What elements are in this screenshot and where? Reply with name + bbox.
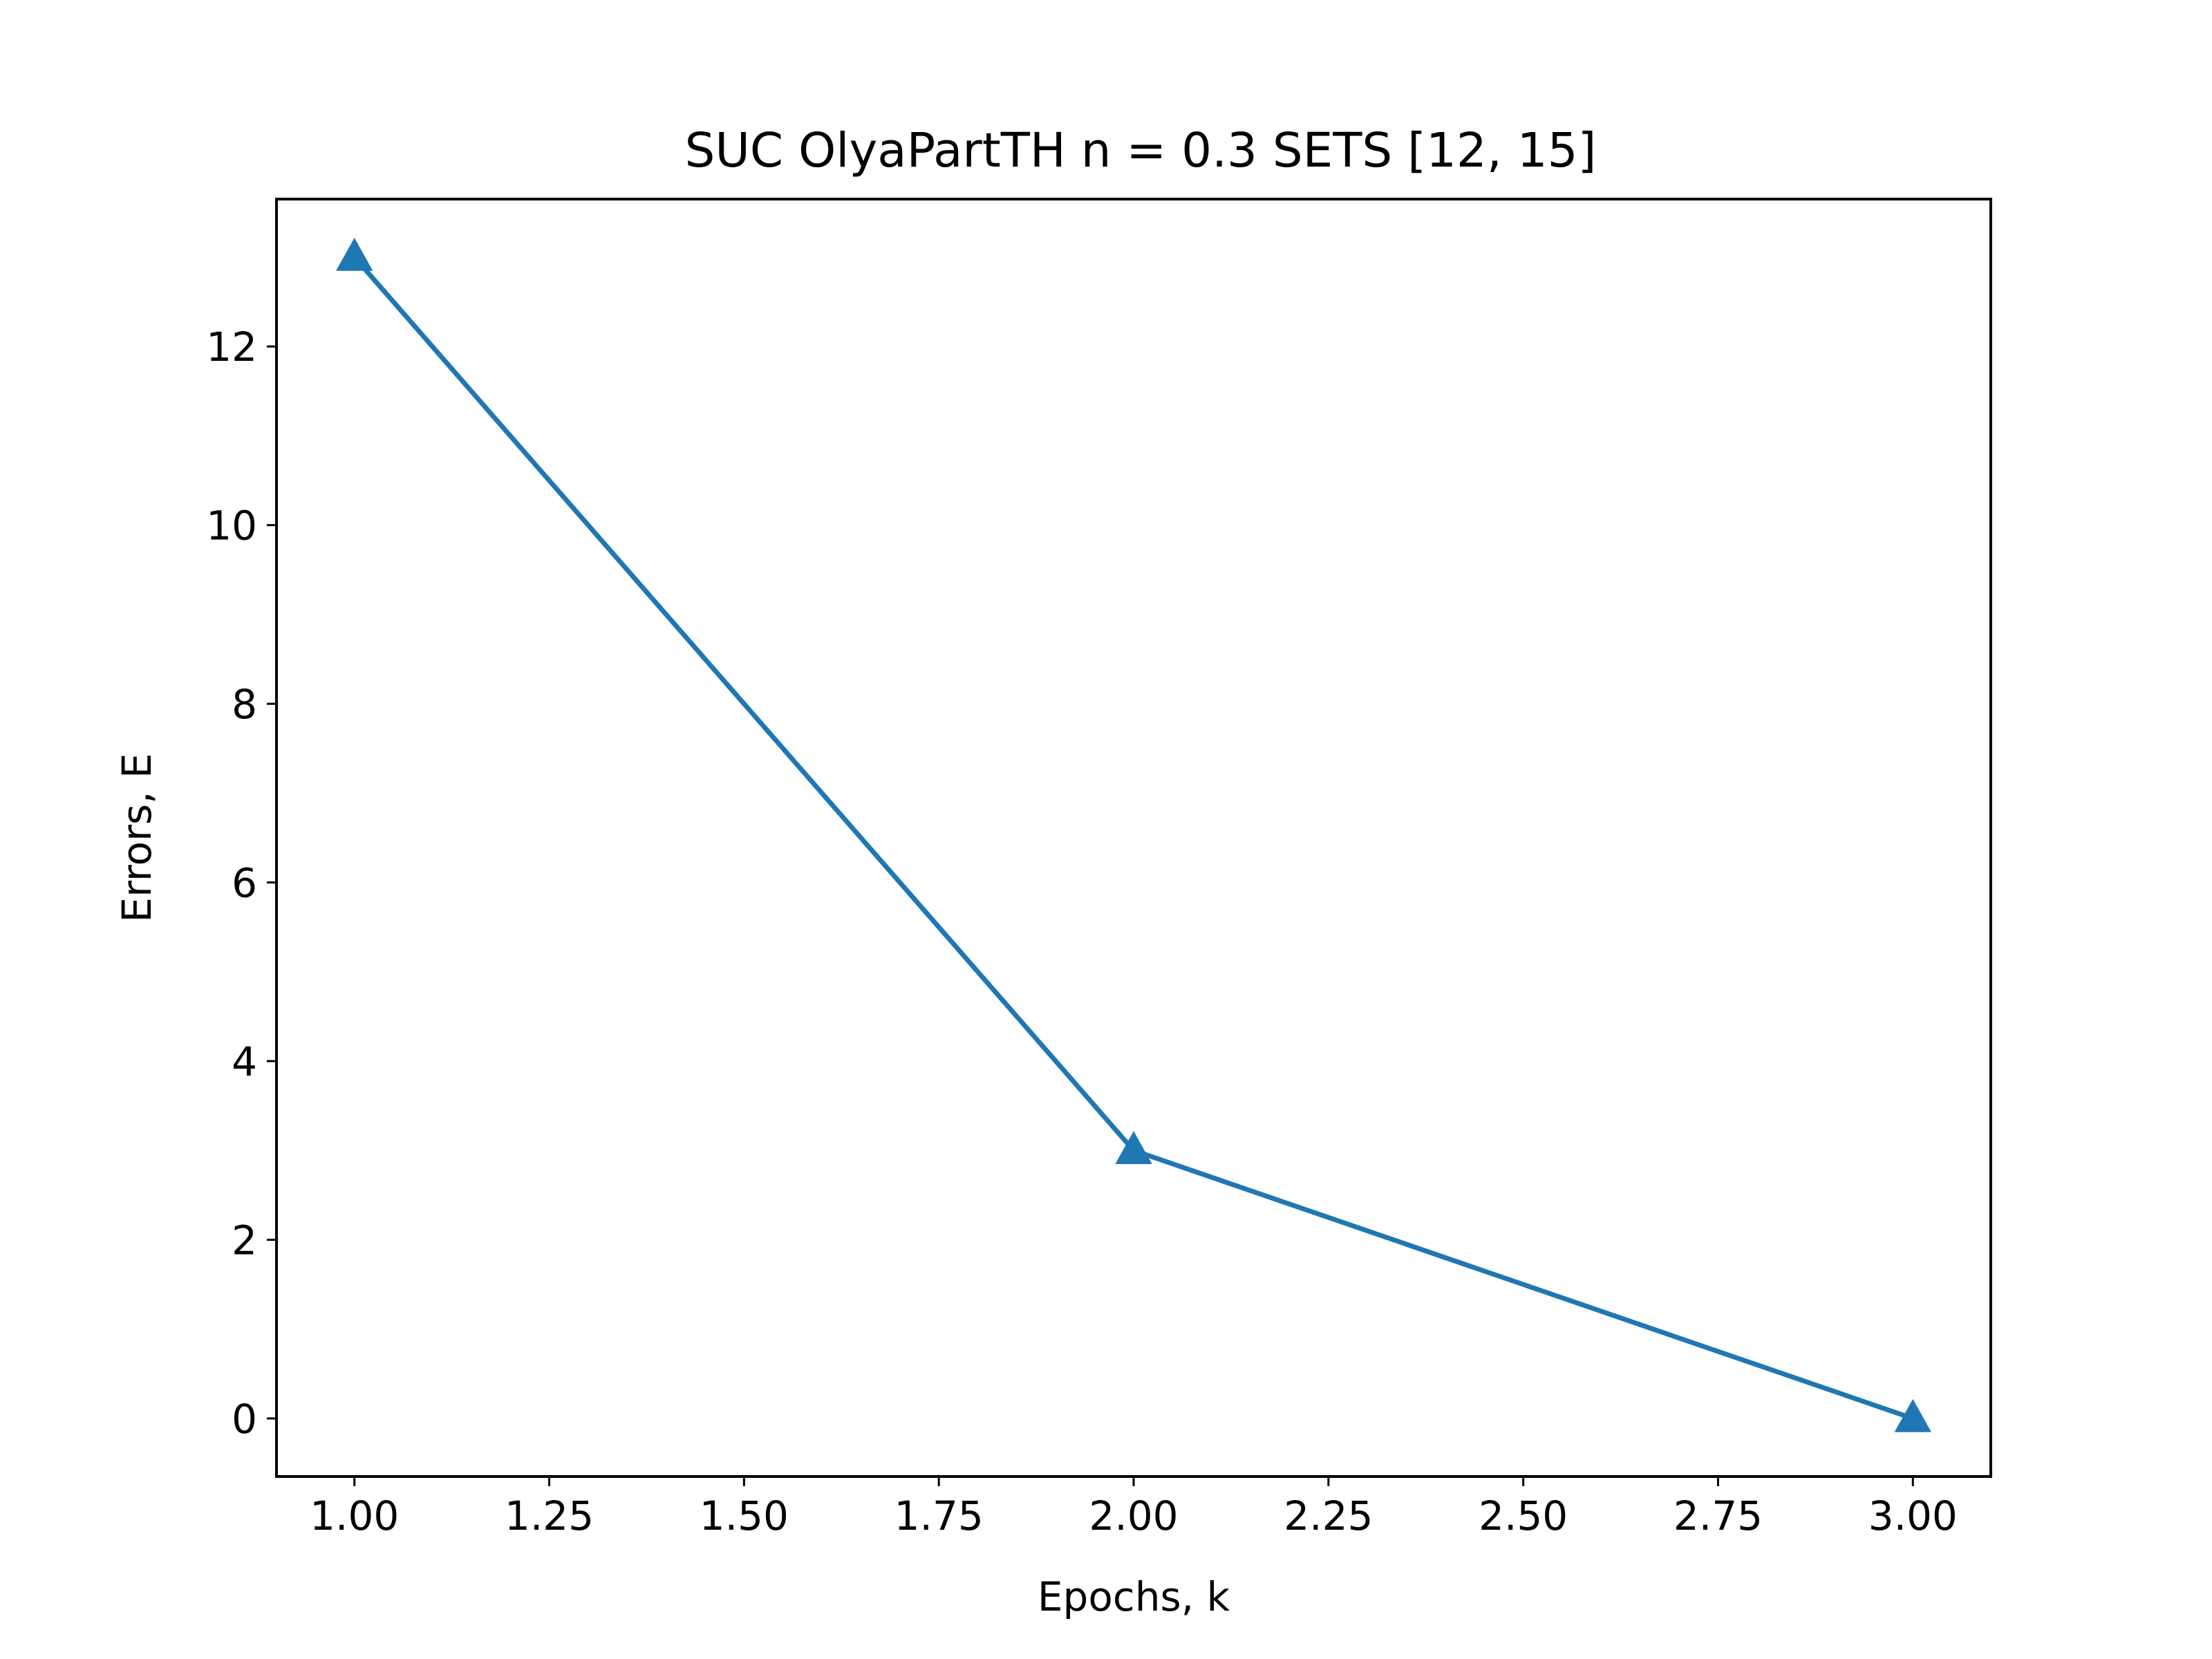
y-tick-label: 4 <box>232 1038 257 1085</box>
x-tick-label: 1.75 <box>894 1492 984 1539</box>
y-tick-label: 0 <box>232 1396 257 1443</box>
x-tick-label: 2.25 <box>1284 1492 1373 1539</box>
y-tick-label: 10 <box>206 503 257 550</box>
y-axis: 0 2 4 6 8 10 12 <box>206 324 276 1443</box>
x-axis: 1.00 1.25 1.50 1.75 2.00 2.25 2.50 2.75 3.00 <box>310 1477 1958 1539</box>
y-tick-label: 8 <box>232 681 257 728</box>
x-tick-label: 1.25 <box>505 1492 594 1539</box>
data-point-marker <box>1115 1131 1152 1165</box>
series-layer <box>336 237 1931 1432</box>
y-axis-label: Errors, E <box>113 753 160 922</box>
chart-title: SUC OlyaPartTH n = 0.3 SETS [12, 15] <box>685 123 1597 178</box>
x-tick-label: 1.00 <box>310 1492 399 1539</box>
x-tick-label: 2.50 <box>1479 1492 1568 1539</box>
y-tick-label: 2 <box>232 1217 257 1264</box>
x-tick-label: 2.00 <box>1089 1492 1178 1539</box>
data-point-marker <box>336 237 373 271</box>
x-tick-label: 2.75 <box>1674 1492 1763 1539</box>
y-tick-label: 12 <box>206 324 257 371</box>
x-tick-label: 3.00 <box>1868 1492 1958 1539</box>
y-tick-label: 6 <box>232 860 257 907</box>
x-axis-label: Epochs, k <box>1038 1573 1230 1620</box>
x-tick-label: 1.50 <box>700 1492 789 1539</box>
data-point-marker <box>1894 1398 1931 1432</box>
